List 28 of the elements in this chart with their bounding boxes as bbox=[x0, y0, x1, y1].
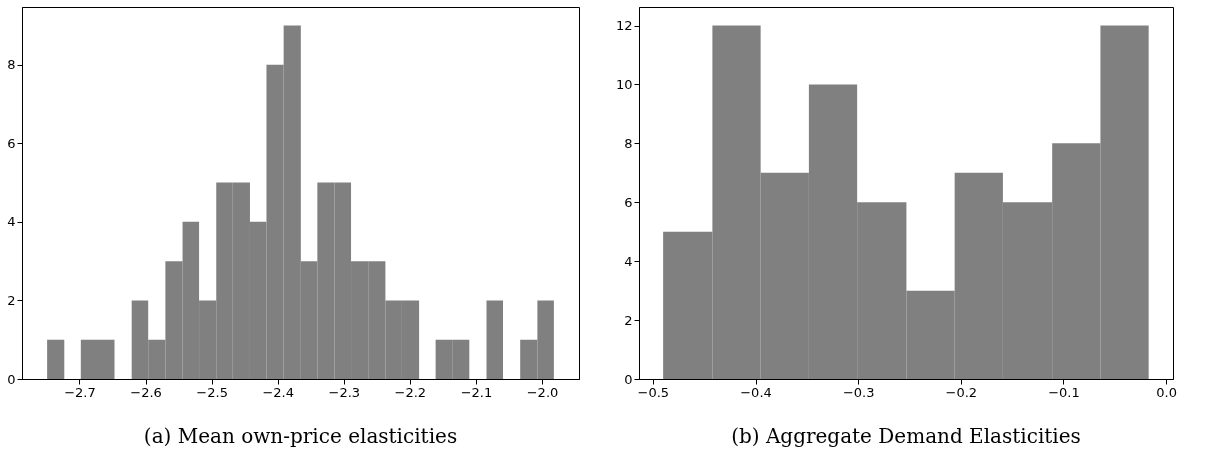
x-tick-label: −0.2 bbox=[945, 384, 978, 400]
x-tick-label: −2.5 bbox=[196, 384, 228, 400]
y-tick-label: 4 bbox=[624, 253, 633, 269]
y-tick-label: 10 bbox=[615, 76, 633, 92]
x-tick-label: −0.5 bbox=[637, 384, 670, 400]
y-tick-label: 2 bbox=[624, 312, 633, 328]
x-tick-label: −2.6 bbox=[130, 384, 162, 400]
y-tick-label: 8 bbox=[624, 135, 633, 151]
y-tick-label: 12 bbox=[615, 18, 633, 34]
x-tick-label: −0.4 bbox=[740, 384, 772, 400]
x-tick-label: −2.3 bbox=[328, 384, 361, 400]
y-tick-label: 8 bbox=[7, 57, 16, 73]
y-tick-label: 6 bbox=[624, 194, 633, 210]
x-tick-label: 0.0 bbox=[1156, 384, 1177, 400]
x-tick-label: −0.3 bbox=[842, 384, 875, 400]
text: (b) Aggregate Demand Elasticities bbox=[731, 424, 1081, 448]
x-tick-label: −2.2 bbox=[394, 384, 427, 400]
y-tick-label: 0 bbox=[624, 371, 633, 387]
y-tick-label: 4 bbox=[7, 214, 16, 230]
x-tick-label: −2.0 bbox=[526, 384, 559, 400]
y-tick-label: 2 bbox=[7, 292, 16, 308]
x-tick-label: −2.1 bbox=[460, 384, 493, 400]
x-tick-label: −2.4 bbox=[262, 384, 294, 400]
x-tick-label: −0.1 bbox=[1048, 384, 1080, 400]
x-tick-label: −2.7 bbox=[64, 384, 96, 400]
text: (a) Mean own-price elasticities bbox=[143, 424, 458, 448]
y-tick-label: 6 bbox=[7, 135, 16, 151]
y-tick-label: 0 bbox=[7, 371, 16, 387]
